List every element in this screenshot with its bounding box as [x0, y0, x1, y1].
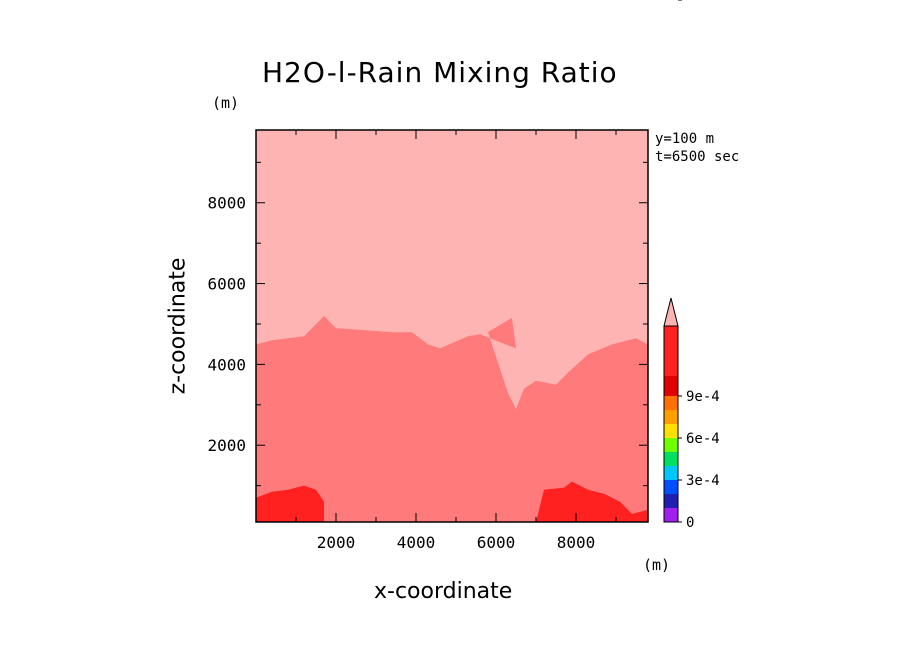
colorbar-bin: [664, 410, 678, 424]
x-tick-label: 2000: [317, 533, 356, 552]
annotation-t: t=6500 sec: [655, 149, 740, 165]
x-axis-unit: (m): [643, 556, 671, 574]
colorbar-bin: [664, 424, 678, 438]
x-tick-label: 4000: [397, 533, 436, 552]
colorbar-bin: [664, 480, 678, 494]
colorbar-bin: [664, 438, 678, 452]
contour-region-upper: [256, 130, 648, 409]
colorbar-bin: [664, 494, 678, 508]
annotation-y: y=100 m: [655, 131, 715, 147]
contour-region-lower-right: [536, 481, 648, 522]
plot-frame: [255, 129, 649, 523]
colorbar-tick-label: 6e-4: [686, 431, 720, 447]
y-tick-label: 2000: [207, 436, 246, 455]
x-tick-label: 6000: [477, 533, 516, 552]
colorbar-tick-label: 0.002: [686, 0, 728, 4]
colorbar-frame: [663, 325, 679, 523]
colorbar-tick-label: 0: [686, 515, 694, 531]
colorbar-bin: [664, 508, 678, 522]
chart-title: H2O-l-Rain Mixing Ratio: [262, 56, 618, 89]
colorbar-extend-triangle: [663, 297, 679, 327]
x-tick-label: 8000: [557, 533, 596, 552]
contour-region-middle: [256, 315, 648, 522]
colorbar-bin: [664, 326, 678, 376]
colorbar-bin: [664, 452, 678, 466]
y-tick-label: 6000: [207, 275, 246, 294]
annotation-block: y=100 m t=6500 sec: [655, 130, 739, 166]
contour-region-lower-left: [256, 485, 324, 522]
colorbar-bin: [664, 396, 678, 410]
y-tick-label: 4000: [207, 355, 246, 374]
y-axis-unit: (m): [212, 94, 240, 112]
colorbar-tick-label: 3e-4: [686, 473, 720, 489]
colorbar-bin: [664, 376, 678, 396]
x-axis-label: x-coordinate: [374, 579, 513, 604]
y-tick-label: 8000: [207, 194, 246, 213]
colorbar-bin: [664, 466, 678, 480]
colorbar-tick-label: 9e-4: [686, 389, 720, 405]
